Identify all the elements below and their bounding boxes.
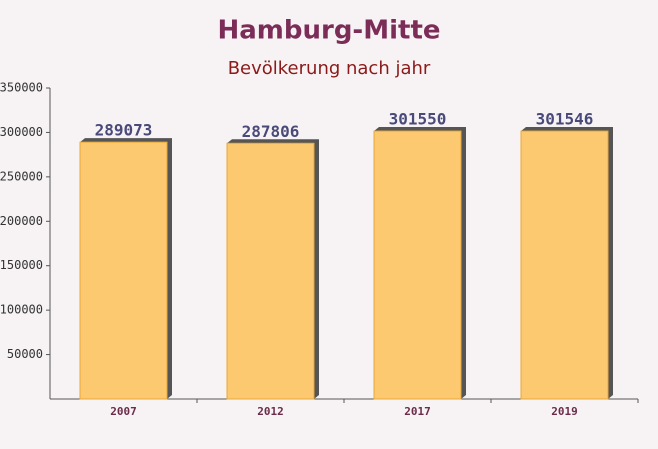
bar	[226, 142, 315, 400]
y-tick-label: 150000	[0, 258, 43, 272]
bar	[79, 141, 168, 400]
y-tick-label: 350000	[0, 81, 43, 95]
value-label: 289073	[95, 121, 153, 140]
y-tick-label: 200000	[0, 214, 43, 228]
x-tick-label: 2019	[551, 405, 578, 418]
x-tick-label: 2007	[110, 405, 137, 418]
y-tick-label: 50000	[7, 347, 43, 361]
value-label: 301546	[536, 110, 594, 129]
chart-subtitle: Bevölkerung nach jahr	[228, 58, 431, 79]
x-tick-label: 2017	[404, 405, 431, 418]
x-tick-label: 2012	[257, 405, 284, 418]
value-label: 287806	[242, 122, 300, 141]
y-tick-label: 300000	[0, 125, 43, 139]
bar	[373, 130, 462, 400]
y-tick-label: 250000	[0, 169, 43, 183]
bar	[520, 130, 609, 400]
chart-title: Hamburg-Mitte	[217, 16, 440, 46]
value-label: 301550	[389, 110, 447, 129]
y-tick-label: 100000	[0, 303, 43, 317]
